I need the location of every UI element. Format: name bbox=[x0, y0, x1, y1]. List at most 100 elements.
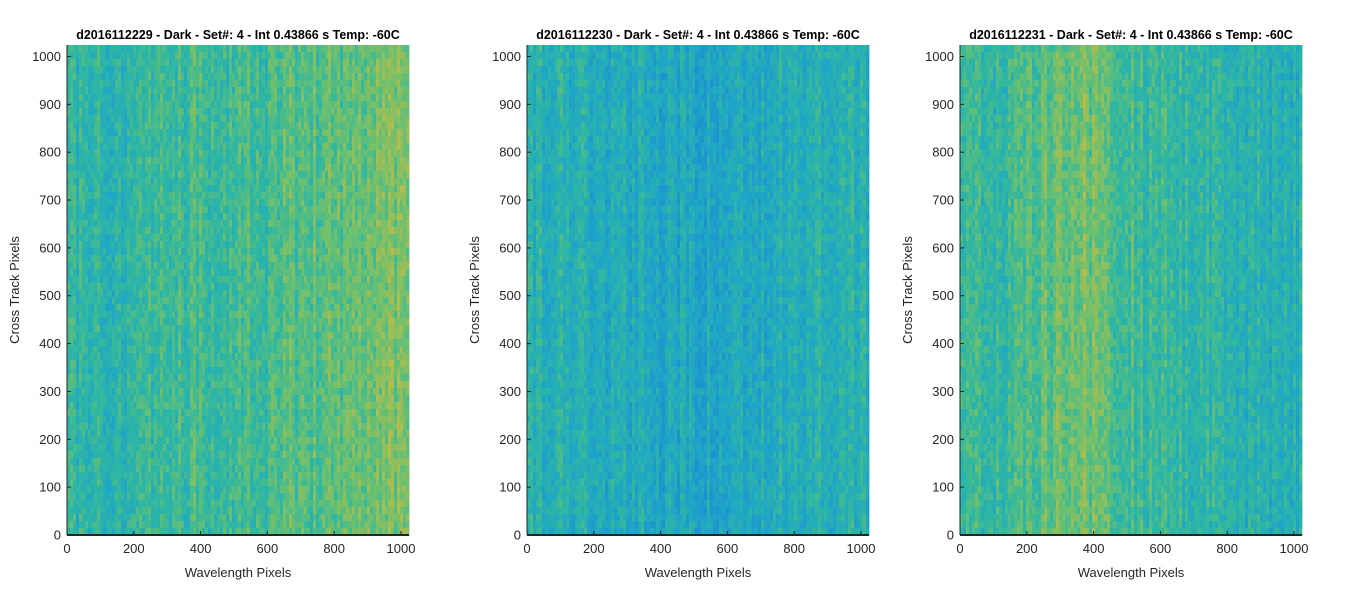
heatmap-cell bbox=[370, 276, 374, 284]
heatmap-cell bbox=[319, 318, 323, 326]
heatmap-cell bbox=[190, 122, 194, 130]
heatmap-cell bbox=[175, 171, 179, 179]
heatmap-cell bbox=[391, 59, 395, 67]
heatmap-cell bbox=[175, 339, 179, 347]
heatmap-cell bbox=[268, 227, 272, 235]
heatmap-cell bbox=[151, 45, 155, 53]
heatmap-cell bbox=[385, 115, 389, 123]
heatmap-cell bbox=[259, 199, 263, 207]
heatmap-cell bbox=[220, 59, 224, 67]
heatmap-cell bbox=[70, 332, 74, 340]
heatmap-cell bbox=[364, 164, 368, 172]
heatmap-cell bbox=[304, 157, 308, 165]
heatmap-cell bbox=[244, 339, 248, 347]
heatmap-cell bbox=[334, 325, 338, 333]
heatmap-cell bbox=[202, 80, 206, 88]
heatmap-cell bbox=[169, 122, 173, 130]
heatmap-cell bbox=[85, 45, 89, 53]
heatmap-cell bbox=[268, 220, 272, 228]
heatmap-cell bbox=[271, 269, 275, 277]
heatmap-cell bbox=[259, 269, 263, 277]
heatmap-cell bbox=[247, 94, 251, 102]
heatmap-cell bbox=[172, 290, 176, 298]
heatmap-cell bbox=[328, 94, 332, 102]
heatmap-cell bbox=[148, 80, 152, 88]
heatmap-cell bbox=[196, 332, 200, 340]
heatmap-cell bbox=[337, 94, 341, 102]
heatmap-cell bbox=[388, 199, 392, 207]
heatmap-cell bbox=[373, 108, 377, 116]
heatmap-cell bbox=[247, 262, 251, 270]
heatmap-cell bbox=[97, 164, 101, 172]
heatmap-cell bbox=[175, 129, 179, 137]
heatmap-cell bbox=[256, 227, 260, 235]
heatmap-cell bbox=[139, 45, 143, 53]
heatmap-cell bbox=[130, 122, 134, 130]
heatmap-cell bbox=[220, 220, 224, 228]
heatmap-cell bbox=[163, 290, 167, 298]
heatmap-cell bbox=[364, 87, 368, 95]
heatmap-cell bbox=[229, 248, 233, 256]
heatmap-cell bbox=[280, 185, 284, 193]
heatmap-cell bbox=[85, 213, 89, 221]
heatmap-cell bbox=[400, 143, 404, 151]
heatmap-cell bbox=[361, 213, 365, 221]
heatmap-cell bbox=[181, 262, 185, 270]
heatmap-cell bbox=[73, 171, 77, 179]
heatmap-cell bbox=[130, 276, 134, 284]
heatmap-cell bbox=[103, 122, 107, 130]
heatmap-cell bbox=[355, 234, 359, 242]
heatmap-cell bbox=[349, 304, 353, 312]
heatmap-cell bbox=[271, 108, 275, 116]
heatmap-cell bbox=[193, 318, 197, 326]
heatmap-cell bbox=[262, 220, 266, 228]
heatmap-cell bbox=[193, 66, 197, 74]
heatmap-cell bbox=[106, 213, 110, 221]
heatmap-cell bbox=[223, 150, 227, 158]
heatmap-cell bbox=[397, 80, 401, 88]
heatmap-cell bbox=[382, 66, 386, 74]
heatmap-cell bbox=[283, 332, 287, 340]
heatmap-cell bbox=[196, 171, 200, 179]
heatmap-cell bbox=[310, 66, 314, 74]
heatmap-cell bbox=[364, 283, 368, 291]
heatmap-cell bbox=[115, 220, 119, 228]
heatmap-cell bbox=[223, 129, 227, 137]
heatmap-cell bbox=[178, 297, 182, 305]
heatmap-cell bbox=[160, 150, 164, 158]
heatmap-cell bbox=[154, 73, 158, 81]
heatmap-cell bbox=[235, 157, 239, 165]
heatmap-cell bbox=[97, 220, 101, 228]
heatmap-cell bbox=[199, 129, 203, 137]
heatmap-cell bbox=[250, 311, 254, 319]
heatmap-cell bbox=[130, 304, 134, 312]
heatmap-cell bbox=[304, 269, 308, 277]
heatmap-cell bbox=[343, 178, 347, 186]
heatmap-cell bbox=[289, 150, 293, 158]
heatmap-cell bbox=[139, 178, 143, 186]
heatmap-cell bbox=[400, 129, 404, 137]
heatmap-cell bbox=[379, 276, 383, 284]
heatmap-cell bbox=[325, 94, 329, 102]
heatmap-cell bbox=[97, 171, 101, 179]
heatmap-cell bbox=[301, 332, 305, 340]
heatmap-cell bbox=[271, 171, 275, 179]
heatmap-cell bbox=[148, 143, 152, 151]
heatmap-cell bbox=[100, 346, 104, 354]
heatmap-cell bbox=[334, 255, 338, 263]
heatmap-cell bbox=[226, 206, 230, 214]
heatmap-cell bbox=[133, 220, 137, 228]
heatmap-cell bbox=[322, 66, 326, 74]
heatmap-cell bbox=[160, 59, 164, 67]
heatmap-cell bbox=[349, 255, 353, 263]
heatmap-cell bbox=[229, 325, 233, 333]
heatmap-cell bbox=[166, 311, 170, 319]
heatmap-cell bbox=[106, 157, 110, 165]
heatmap-cell bbox=[373, 87, 377, 95]
heatmap-cell bbox=[244, 304, 248, 312]
heatmap-cell bbox=[370, 101, 374, 109]
heatmap-cell bbox=[325, 269, 329, 277]
heatmap-cell bbox=[283, 164, 287, 172]
heatmap-cell bbox=[301, 122, 305, 130]
heatmap-cell bbox=[301, 276, 305, 284]
